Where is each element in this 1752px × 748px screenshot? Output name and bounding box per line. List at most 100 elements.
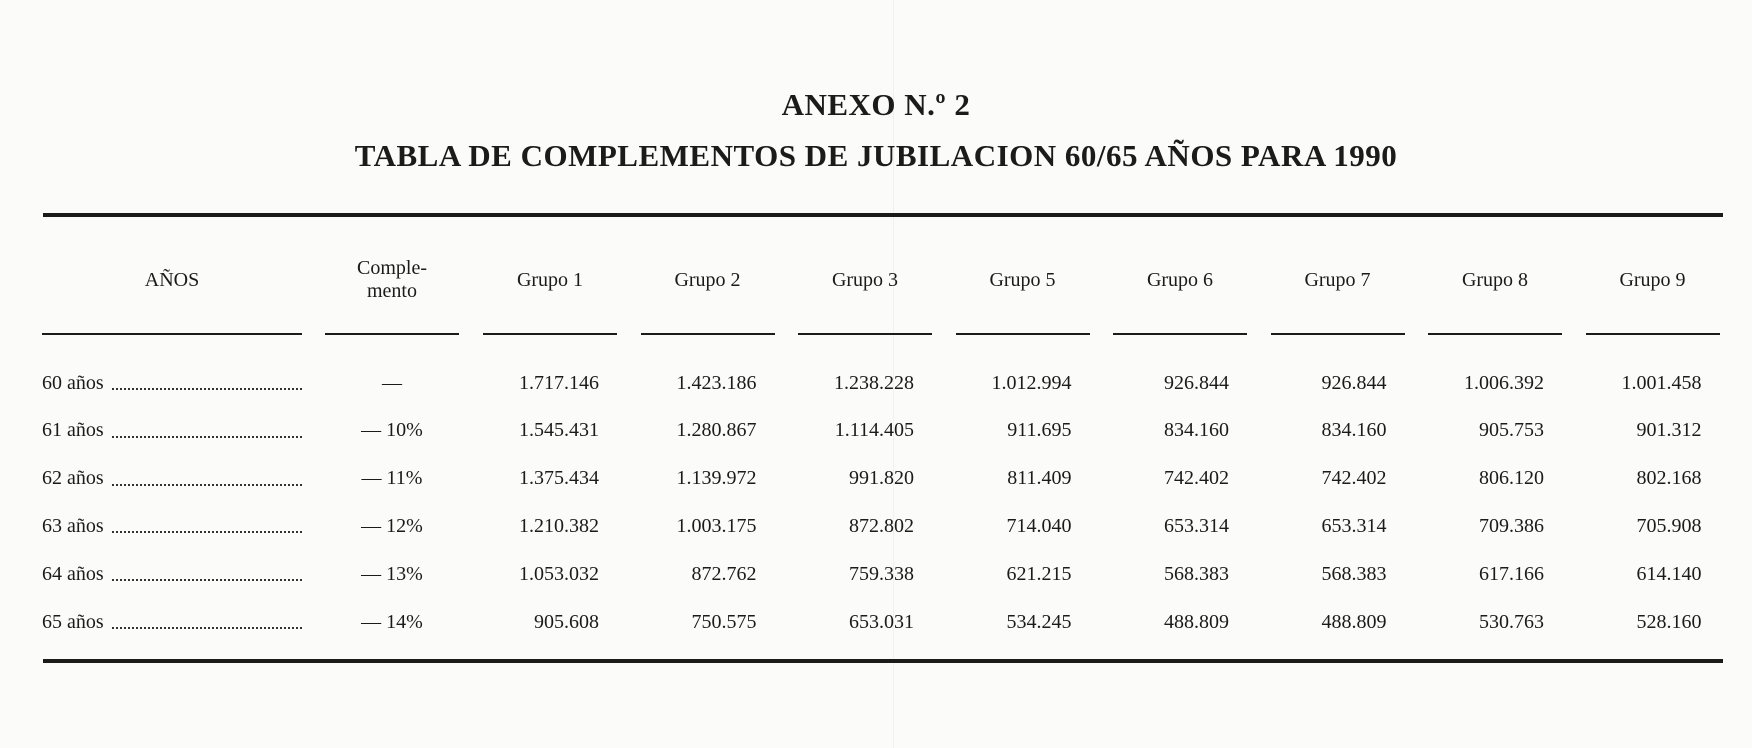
header-underline-grupo: [640, 333, 775, 335]
row-age-label: 65 años: [42, 607, 302, 637]
cell-valor: 742.402: [1164, 467, 1229, 490]
dot-leader: [111, 531, 302, 534]
header-underline-grupo: [483, 333, 617, 335]
cell-valor: 905.608: [534, 610, 599, 633]
cell-valor: 905.753: [1479, 419, 1544, 442]
row-age-text: 64 años: [42, 562, 104, 585]
header-grupo: Grupo 8: [1461, 268, 1529, 291]
annex-title: ANEXO N.º 2: [781, 87, 971, 122]
header-underline-grupo: [955, 333, 1090, 335]
header-underline-complemento: [325, 333, 459, 335]
cell-valor: 1.238.228: [834, 371, 914, 394]
cell-valor: 714.040: [1006, 514, 1072, 537]
header-complemento: Comple- mento: [325, 250, 459, 310]
cell-valor: 705.908: [1636, 514, 1702, 537]
cell-valor: 1.001.458: [1621, 371, 1702, 394]
cell-valor: 534.245: [1006, 610, 1072, 633]
row-age-label: 61 años: [42, 416, 302, 446]
cell-complemento: — 12%: [361, 514, 423, 537]
cell-valor: 991.820: [849, 467, 914, 490]
header-grupo: Grupo 3: [831, 268, 899, 291]
cell-valor: 1.280.867: [676, 419, 757, 442]
cell-valor: 488.809: [1321, 610, 1387, 633]
cell-valor: 621.215: [1006, 562, 1072, 585]
table-title: TABLA DE COMPLEMENTOS DE JUBILACION 60/6…: [354, 138, 1398, 173]
page-fold: [893, 0, 894, 748]
header-anos: AÑOS: [144, 268, 200, 291]
cell-valor: 1.003.175: [676, 514, 757, 537]
row-age-label: 62 años: [42, 464, 302, 494]
row-age-label: 63 años: [42, 511, 302, 541]
cell-valor: 1.545.431: [519, 419, 599, 442]
cell-valor: 709.386: [1479, 514, 1544, 537]
cell-complemento: —: [382, 371, 402, 394]
header-grupo: Grupo 2: [674, 268, 741, 291]
cell-valor: 1.053.032: [519, 562, 599, 585]
header-grupo: Grupo 1: [516, 268, 584, 291]
cell-valor: 1.717.146: [519, 371, 599, 394]
cell-valor: 1.012.994: [991, 371, 1072, 394]
header-grupo: Grupo 6: [1146, 268, 1214, 291]
cell-valor: 1.210.382: [519, 514, 599, 537]
header-grupo: Grupo 5: [989, 268, 1056, 291]
cell-valor: 911.695: [1007, 419, 1072, 442]
cell-valor: 617.166: [1479, 562, 1544, 585]
cell-valor: 1.375.434: [519, 467, 599, 490]
dot-leader: [111, 435, 302, 438]
header-underline-grupo: [1113, 333, 1247, 335]
cell-valor: 872.762: [691, 562, 757, 585]
cell-valor: 1.114.405: [834, 419, 914, 442]
row-age-text: 60 años: [42, 371, 104, 394]
cell-valor: 653.031: [849, 610, 914, 633]
dot-leader: [111, 627, 302, 629]
cell-complemento: — 10%: [361, 419, 423, 442]
cell-valor: 1.423.186: [676, 371, 757, 394]
header-grupo: Grupo 7: [1304, 268, 1371, 291]
table-bottom-rule: [43, 659, 1723, 663]
dot-leader: [111, 483, 302, 486]
cell-valor: 614.140: [1636, 562, 1702, 585]
cell-complemento: — 14%: [361, 610, 423, 633]
cell-valor: 834.160: [1321, 419, 1387, 442]
cell-valor: 568.383: [1164, 562, 1229, 585]
header-underline-grupo: [1428, 333, 1562, 335]
row-age-text: 63 años: [42, 514, 104, 537]
cell-valor: 528.160: [1636, 610, 1702, 633]
cell-complemento: — 13%: [361, 562, 423, 585]
cell-valor: 926.844: [1321, 371, 1387, 394]
row-age-text: 62 años: [42, 467, 104, 490]
cell-valor: 901.312: [1636, 419, 1702, 442]
cell-valor: 750.575: [691, 610, 757, 633]
row-age-text: 65 años: [42, 610, 104, 633]
header-complemento-line2: mento: [367, 280, 417, 302]
dot-leader: [111, 388, 302, 390]
header-underline-grupo: [1270, 333, 1405, 335]
cell-valor: 488.809: [1164, 610, 1229, 633]
row-age-text: 61 años: [42, 419, 104, 442]
cell-valor: 568.383: [1321, 562, 1387, 585]
header-grupo: Grupo 9: [1619, 268, 1686, 291]
header-underline-grupo: [1585, 333, 1720, 335]
header-underline-anos: [42, 333, 302, 335]
cell-valor: 653.314: [1164, 514, 1229, 537]
dot-leader: [111, 579, 302, 582]
cell-valor: 834.160: [1164, 419, 1229, 442]
cell-valor: 926.844: [1164, 371, 1229, 394]
cell-valor: 802.168: [1636, 467, 1702, 490]
cell-valor: 653.314: [1321, 514, 1387, 537]
cell-valor: 811.409: [1007, 467, 1072, 490]
row-age-label: 64 años: [42, 559, 302, 589]
table-top-rule: [43, 213, 1723, 217]
cell-valor: 872.802: [849, 514, 914, 537]
cell-valor: 742.402: [1321, 467, 1387, 490]
cell-valor: 759.338: [849, 562, 914, 585]
header-complemento-line1: Comple-: [357, 257, 427, 279]
cell-valor: 806.120: [1479, 467, 1544, 490]
cell-complemento: — 11%: [361, 467, 423, 490]
cell-valor: 1.006.392: [1464, 371, 1544, 394]
cell-valor: 1.139.972: [676, 467, 757, 490]
header-underline-grupo: [798, 333, 932, 335]
row-age-label: 60 años: [42, 368, 302, 398]
cell-valor: 530.763: [1479, 610, 1544, 633]
